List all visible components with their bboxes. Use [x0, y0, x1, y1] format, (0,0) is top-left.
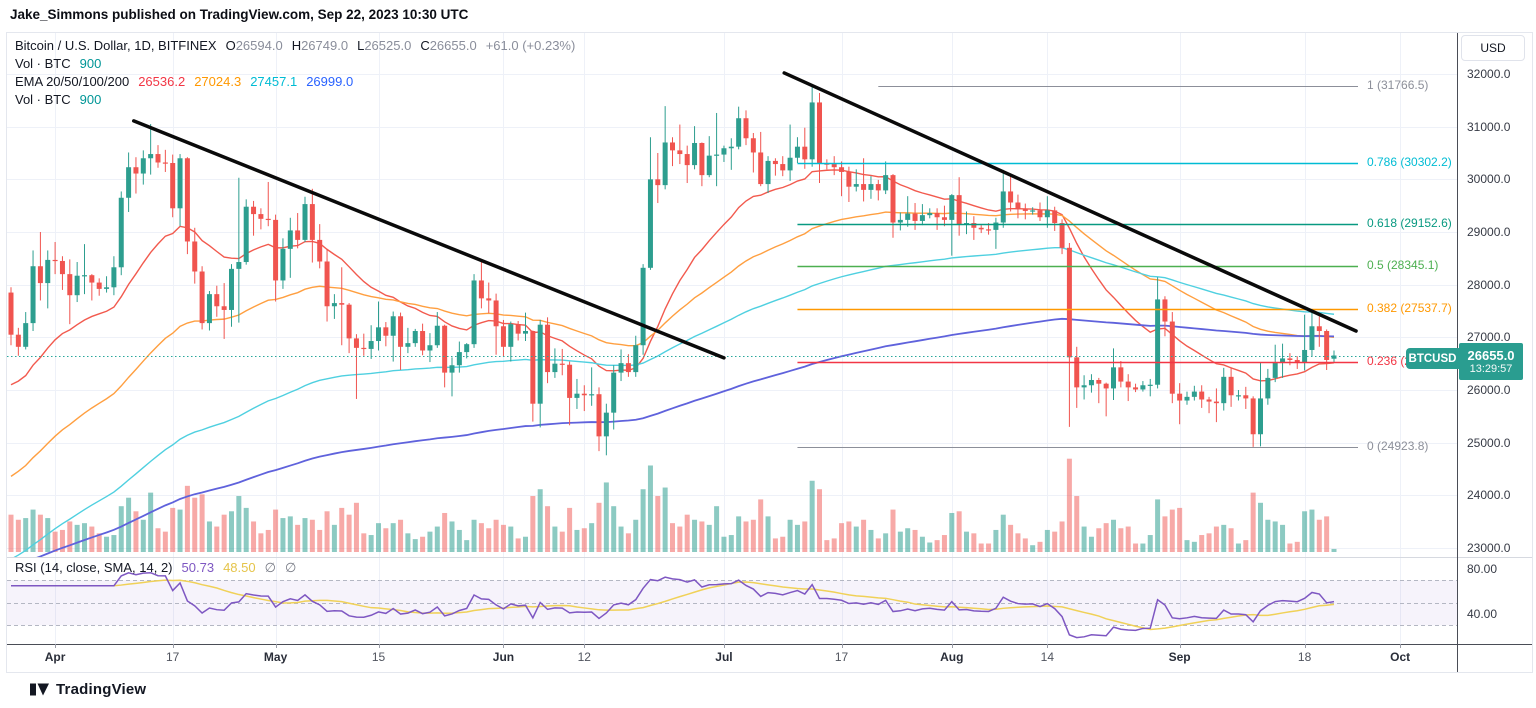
volume-row-bottom: Vol · BTC 900: [15, 91, 575, 109]
rsi-tick-label: 80.00: [1467, 562, 1498, 576]
time-tick-label: 12: [577, 650, 591, 664]
time-tick-label: Jul: [715, 650, 733, 664]
rsi-axis[interactable]: 80.00 40.00: [1459, 33, 1531, 672]
ema-row: EMA 20/50/100/200 26536.2 27024.3 27457.…: [15, 73, 575, 91]
price-tick-label: 30000.0: [1467, 172, 1511, 187]
time-tick-label: 17: [166, 650, 180, 664]
change-value: +61.0 (+0.23%): [485, 38, 576, 53]
attribution-text: Jake_Simmons published on TradingView.co…: [10, 7, 469, 22]
chart-canvas[interactable]: [7, 33, 1532, 672]
last-price-symbol-tag: BTCUSD: [1406, 348, 1459, 369]
ema100-value: 27457.1: [250, 74, 298, 89]
time-tick-label: Apr: [44, 650, 66, 664]
time-tick-label: Jun: [492, 650, 515, 664]
tradingview-logo-icon: [30, 683, 49, 696]
volume-label: Vol · BTC: [15, 56, 71, 71]
time-tick-label: Aug: [940, 650, 964, 664]
open-value: O26594.0: [225, 38, 283, 53]
time-tick-label: 17: [834, 650, 849, 664]
price-tick-label: 32000.0: [1467, 67, 1511, 81]
ema-label: EMA 20/50/100/200: [15, 74, 130, 89]
price-tick-label: 28000.0: [1467, 277, 1511, 292]
high-value: H26749.0: [291, 38, 349, 53]
empty-set-icon: ∅: [284, 560, 297, 575]
rsi-tick-label: 40.00: [1467, 607, 1498, 621]
rsi-legend[interactable]: RSI (14, close, SMA, 14, 2) 50.73 48.50 …: [15, 560, 296, 576]
price-axis[interactable]: 32000.0 31000.0 30000.0 29000.0 28000.0 27000…: [1459, 33, 1531, 644]
rsi-title: RSI (14, close, SMA, 14, 2): [15, 560, 173, 575]
brand-name: TradingView: [56, 681, 147, 698]
volume-row-top: Vol · BTC 900: [15, 55, 575, 73]
time-axis[interactable]: Apr 17 May 15 Jun 12 Jul 17 Aug 14 Sep 18 Oct: [7, 644, 1457, 672]
ema20-value: 26536.2: [138, 74, 186, 89]
volume-value: 900: [79, 92, 102, 107]
price-tick-label: 25000.0: [1467, 435, 1511, 450]
volume-value: 900: [79, 56, 102, 71]
price-tick-label: 29000.0: [1467, 225, 1511, 239]
chart-widget: Bitcoin / U.S. Dollar, 1D, BITFINEX O265…: [6, 32, 1533, 673]
price-tick-label: 24000.0: [1467, 488, 1511, 503]
price-tick-label: 23000.0: [1467, 541, 1511, 555]
time-tick-label: Sep: [1168, 650, 1191, 664]
bar-countdown: 13:29:57: [1469, 362, 1513, 375]
symbol-row: Bitcoin / U.S. Dollar, 1D, BITFINEX O265…: [15, 37, 575, 55]
price-tick-label: 27000.0: [1467, 330, 1511, 345]
time-tick-label: 18: [1297, 650, 1312, 664]
last-price-badge[interactable]: 26655.0 13:29:57: [1459, 343, 1523, 380]
time-tick-label: 14: [1040, 650, 1055, 664]
symbol-title: Bitcoin / U.S. Dollar, 1D, BITFINEX: [15, 38, 217, 53]
rsi-sma-value: 48.50: [223, 560, 256, 575]
price-tick-label: 31000.0: [1467, 119, 1511, 134]
tradingview-branding[interactable]: TradingView: [30, 681, 146, 698]
ema200-value: 26999.0: [306, 74, 354, 89]
time-tick-label: May: [263, 650, 288, 664]
rsi-value: 50.73: [181, 560, 215, 575]
volume-label: Vol · BTC: [15, 92, 71, 107]
price-tick-label: 26000.0: [1467, 383, 1511, 397]
currency-toggle-button[interactable]: USD: [1461, 35, 1525, 61]
last-price-value: 26655.0: [1467, 347, 1515, 363]
symbol-legend[interactable]: Bitcoin / U.S. Dollar, 1D, BITFINEX O265…: [15, 37, 575, 109]
empty-set-icon: ∅: [264, 560, 276, 575]
ema50-value: 27024.3: [194, 74, 242, 89]
close-value: C26655.0: [420, 38, 477, 53]
time-tick-label: Oct: [1390, 650, 1411, 664]
time-tick-label: 15: [371, 650, 386, 664]
low-value: L26525.0: [357, 38, 412, 53]
